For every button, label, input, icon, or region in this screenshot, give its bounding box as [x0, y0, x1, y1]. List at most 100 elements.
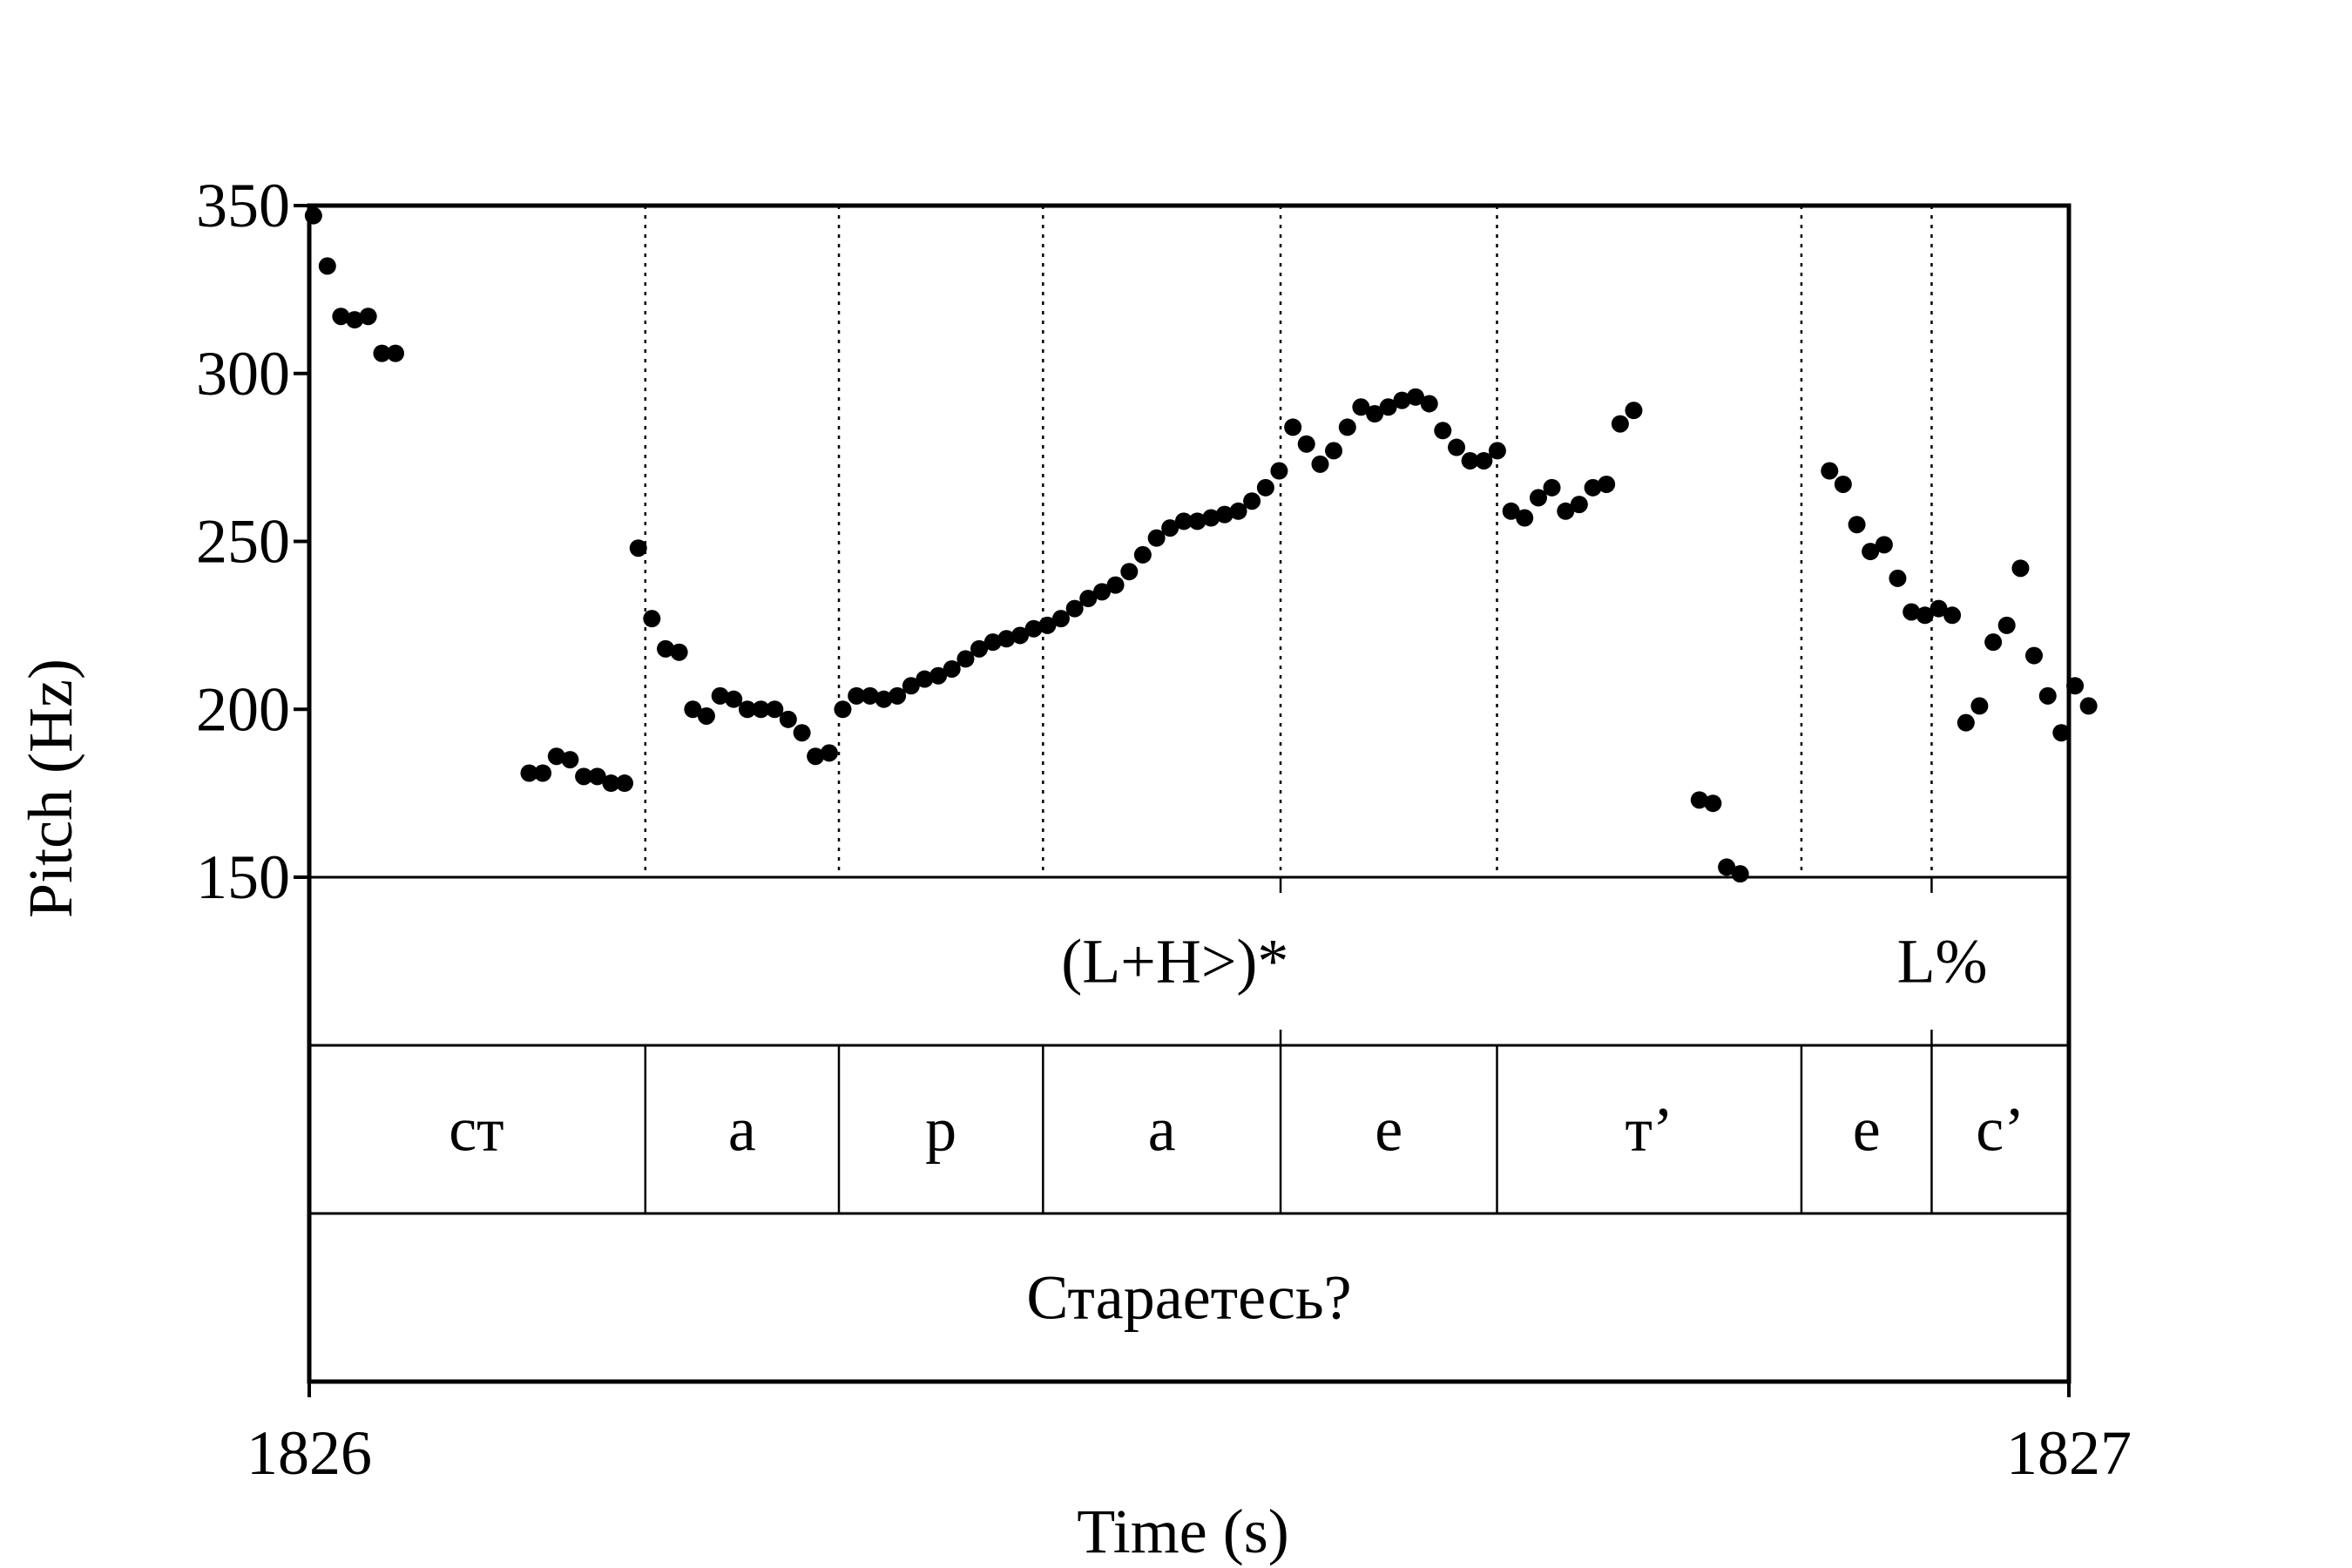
pitch-point	[983, 633, 1002, 652]
pitch-point	[1461, 451, 1479, 470]
tier-label: е	[1853, 1095, 1881, 1165]
pitch-point	[2025, 646, 2044, 665]
pitch-point	[318, 257, 336, 275]
pitch-point	[997, 630, 1016, 648]
pitch-point	[956, 650, 975, 668]
pitch-point	[1704, 794, 1722, 813]
pitch-point	[359, 308, 377, 326]
pitch-point	[1848, 516, 1866, 534]
pitch-point	[1889, 569, 1907, 587]
pitch-point	[1011, 626, 1030, 645]
pitch-point	[684, 700, 702, 719]
pitch-point	[1434, 422, 1452, 440]
pitch-point	[697, 706, 715, 725]
pitch-point	[1543, 478, 1561, 497]
pitch-point	[2052, 724, 2071, 742]
tier-label: т’	[1625, 1095, 1673, 1165]
pitch-point	[1065, 599, 1084, 618]
pitch-point	[1038, 616, 1057, 634]
x-tick-label: 1827	[2006, 1418, 2132, 1488]
pitch-point	[889, 686, 907, 705]
pitch-point	[1256, 478, 1274, 497]
pitch-point	[1984, 633, 2003, 652]
pitch-point	[1570, 496, 1588, 514]
pitch-point	[1106, 576, 1125, 594]
pitch-point	[547, 747, 565, 766]
pitch-point	[1188, 512, 1206, 531]
boundary-lines	[644, 206, 1933, 1213]
pitch-point	[807, 747, 825, 766]
pitch-point	[1598, 475, 1616, 493]
pitch-point	[520, 764, 538, 782]
tier-dividers	[309, 875, 2069, 1215]
pitch-point	[943, 659, 961, 678]
pitch-point	[1690, 791, 1708, 809]
pitch-point	[738, 700, 756, 719]
pitch-point	[779, 710, 797, 728]
y-ticks: 150 200 250 300 350	[196, 171, 309, 912]
pitch-point	[1862, 543, 1880, 561]
pitch-point	[1557, 502, 1575, 520]
pitch-point	[1930, 599, 1948, 618]
pitch-point	[1379, 398, 1397, 416]
pitch-point	[1943, 606, 1962, 625]
pitch-point	[1338, 418, 1356, 436]
pitch-point	[1406, 388, 1424, 406]
pitch-point	[793, 724, 811, 742]
pitch-point	[1161, 519, 1179, 537]
pitch-point	[615, 774, 633, 793]
pitch-point	[1516, 509, 1534, 527]
y-axis-label: Pitch (Hz)	[16, 659, 85, 918]
pitch-point	[1970, 697, 1989, 715]
pitch-point	[1625, 402, 1643, 420]
x-ticks: 1826 1827	[247, 1382, 2132, 1488]
pitch-point	[1079, 590, 1098, 608]
pitch-point	[2066, 677, 2085, 695]
pitch-point	[848, 686, 866, 705]
pitch-point	[588, 767, 606, 786]
pitch-point	[1270, 462, 1288, 480]
pitch-point	[752, 700, 770, 719]
pitch-point	[1488, 442, 1506, 460]
pitch-point	[1997, 616, 2016, 634]
tier-label: L%	[1897, 927, 1988, 997]
pitch-point	[2011, 559, 2030, 578]
pitch-point	[332, 308, 350, 326]
pitch-point	[575, 767, 593, 786]
y-tick-label: 200	[196, 674, 290, 744]
pitch-point	[602, 774, 620, 793]
pitch-point	[1916, 606, 1934, 625]
pitch-point	[970, 639, 989, 658]
y-tick-label: 150	[196, 842, 290, 912]
pitch-point	[643, 610, 661, 628]
pitch-point	[875, 690, 893, 708]
pitch-point	[1393, 391, 1411, 409]
pitch-point	[834, 700, 852, 719]
pitch-point	[1352, 398, 1370, 416]
pitch-point	[2079, 697, 2098, 715]
tier-label: (L+H>)*	[1061, 927, 1288, 997]
tier-label: р	[925, 1095, 956, 1165]
pitch-point	[1957, 713, 1975, 732]
pitch-point	[916, 670, 934, 688]
tier-labels: (L+H>)* L% ст а р а е т’ е с’ Стараетесь?	[449, 927, 2024, 1333]
tier-label: с’	[1976, 1095, 2024, 1165]
pitch-point	[1051, 610, 1070, 628]
pitch-point	[1133, 545, 1152, 564]
pitch-point	[373, 344, 391, 362]
pitch-point	[725, 690, 743, 708]
pitch-point	[534, 764, 552, 782]
pitch-point	[1420, 395, 1438, 413]
pitch-point	[561, 751, 579, 769]
pitch-point	[304, 206, 322, 225]
pitch-point	[1731, 865, 1749, 883]
pitch-point	[1229, 502, 1247, 520]
pitch-point	[1834, 475, 1852, 493]
plot-frame	[307, 203, 2072, 1384]
pitch-point	[670, 643, 688, 661]
pitch-point	[1093, 583, 1112, 601]
pitch-point	[929, 666, 948, 685]
pitch-point	[902, 677, 920, 695]
tier-label: ст	[449, 1095, 504, 1165]
